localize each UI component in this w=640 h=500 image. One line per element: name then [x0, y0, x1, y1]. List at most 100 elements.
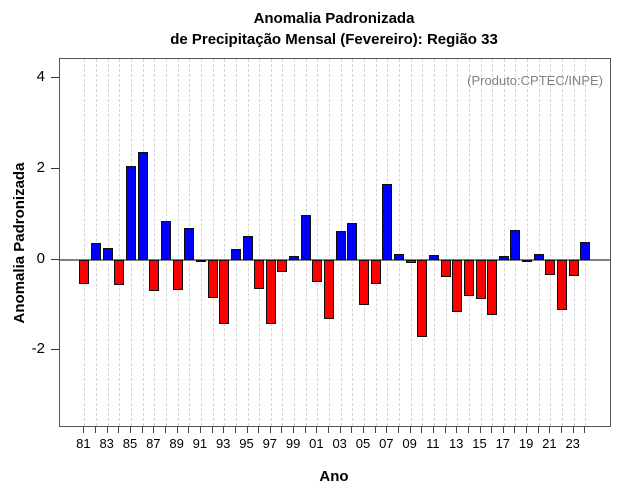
bar-1987 — [149, 259, 160, 291]
bar-1999 — [289, 255, 300, 260]
gridline — [317, 59, 319, 426]
x-tick-label: 81 — [76, 436, 91, 451]
x-tick — [397, 426, 399, 433]
bar-2009 — [405, 259, 416, 263]
x-tick — [351, 426, 353, 433]
bar-1997 — [265, 259, 276, 324]
bar-1996 — [254, 259, 265, 289]
x-axis-title: Ano — [319, 468, 349, 485]
bar-1984 — [114, 259, 125, 285]
gridline — [433, 59, 435, 426]
bar-1988 — [160, 220, 171, 260]
chart-title: Anomalia Padronizada de Precipitação Men… — [59, 8, 609, 50]
x-tick — [316, 426, 318, 433]
x-tick-label: 87 — [146, 436, 161, 451]
x-tick-label: 83 — [99, 436, 114, 451]
bar-2020 — [533, 253, 544, 260]
x-tick-label: 99 — [285, 436, 301, 451]
x-tick — [293, 426, 295, 433]
y-tick — [51, 349, 59, 351]
x-tick-label: 09 — [402, 436, 417, 451]
gridline — [422, 59, 424, 426]
bar-1992 — [207, 259, 218, 298]
gridline — [480, 59, 482, 426]
x-tick — [130, 426, 131, 433]
x-tick — [561, 426, 563, 433]
x-tick — [281, 426, 283, 433]
x-tick-label: 17 — [495, 436, 511, 451]
x-tick-label: 85 — [122, 436, 138, 451]
bar-2007 — [382, 183, 393, 260]
x-tick — [95, 426, 97, 433]
bar-1986 — [137, 151, 148, 260]
y-tick — [51, 258, 59, 260]
x-tick-label: 19 — [518, 436, 534, 451]
gridline — [119, 59, 121, 426]
source-annotation: (Produto:CPTEC/INPE) — [467, 73, 603, 88]
gridline — [329, 59, 331, 426]
bar-2002 — [324, 259, 335, 319]
y-axis-title: Anomalia Padronizada — [11, 162, 28, 324]
bar-2000 — [300, 214, 311, 260]
bar-2016 — [487, 259, 498, 315]
x-tick — [164, 426, 166, 433]
bar-2021 — [545, 259, 556, 275]
x-tick — [363, 426, 364, 433]
gridline — [294, 59, 296, 426]
x-tick — [432, 426, 434, 433]
zero-line — [60, 258, 610, 261]
x-tick-label: 07 — [379, 436, 394, 451]
bar-2022 — [557, 259, 568, 310]
x-tick — [188, 426, 190, 433]
x-tick — [549, 426, 551, 433]
bar-2006 — [370, 259, 381, 284]
bar-1998 — [277, 259, 288, 272]
gridline — [562, 59, 564, 426]
x-tick — [584, 426, 586, 433]
bar-1991 — [195, 259, 206, 262]
x-tick — [234, 426, 236, 433]
x-tick — [479, 426, 481, 433]
y-tick — [51, 77, 59, 79]
x-tick — [246, 426, 248, 433]
x-tick — [502, 426, 504, 433]
x-tick — [491, 426, 493, 433]
gridline — [84, 59, 86, 426]
x-tick — [374, 426, 376, 433]
gridline — [550, 59, 552, 426]
x-tick — [106, 426, 108, 433]
bar-1993 — [219, 259, 230, 324]
bar-2018 — [510, 229, 521, 260]
gridline — [538, 59, 540, 426]
chart-title-line1: Anomalia Padronizada — [253, 10, 415, 27]
x-tick — [421, 426, 423, 433]
x-tick — [304, 426, 306, 433]
gridline — [154, 59, 156, 426]
bar-1983 — [102, 247, 113, 260]
x-tick — [211, 426, 213, 433]
bar-2015 — [475, 259, 486, 299]
x-tick — [386, 426, 388, 433]
x-tick-label: 93 — [215, 436, 231, 451]
gridline — [282, 59, 284, 426]
gridline — [200, 59, 202, 426]
x-tick — [118, 426, 120, 433]
bar-2013 — [452, 259, 463, 312]
x-tick — [409, 426, 411, 433]
x-tick-label: 15 — [472, 436, 487, 451]
chart-title-line2: de Precipitação Mensal (Fevereiro): Regi… — [170, 31, 498, 48]
gridline — [503, 59, 505, 426]
y-tick-label: 0 — [36, 249, 45, 267]
x-tick — [199, 426, 201, 433]
x-tick — [258, 426, 260, 433]
x-tick-label: 03 — [332, 436, 347, 451]
x-tick-label: 95 — [239, 436, 254, 451]
gridline — [573, 59, 575, 426]
gridline — [410, 59, 412, 426]
x-tick-label: 11 — [426, 436, 440, 451]
bar-1985 — [126, 165, 136, 260]
x-tick — [526, 426, 528, 433]
gridline — [398, 59, 400, 426]
x-tick-label: 91 — [192, 436, 208, 451]
